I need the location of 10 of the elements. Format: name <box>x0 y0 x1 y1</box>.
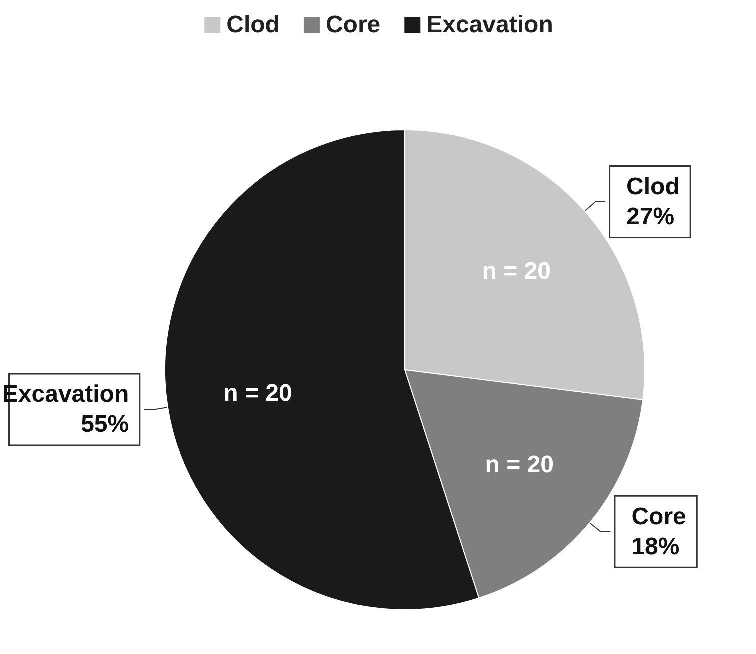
slice-label: Clod <box>626 174 680 201</box>
legend-label: Core <box>326 12 381 38</box>
data-label: 27% <box>626 204 675 231</box>
data-label: 18% <box>632 533 680 560</box>
slice-label: Core <box>632 503 686 530</box>
legend-label: Excavation <box>426 12 554 38</box>
data-label: 55% <box>81 411 130 438</box>
text: n = 20 <box>485 451 554 478</box>
text: n = 20 <box>224 380 292 407</box>
legend-label: Clod <box>226 12 280 38</box>
